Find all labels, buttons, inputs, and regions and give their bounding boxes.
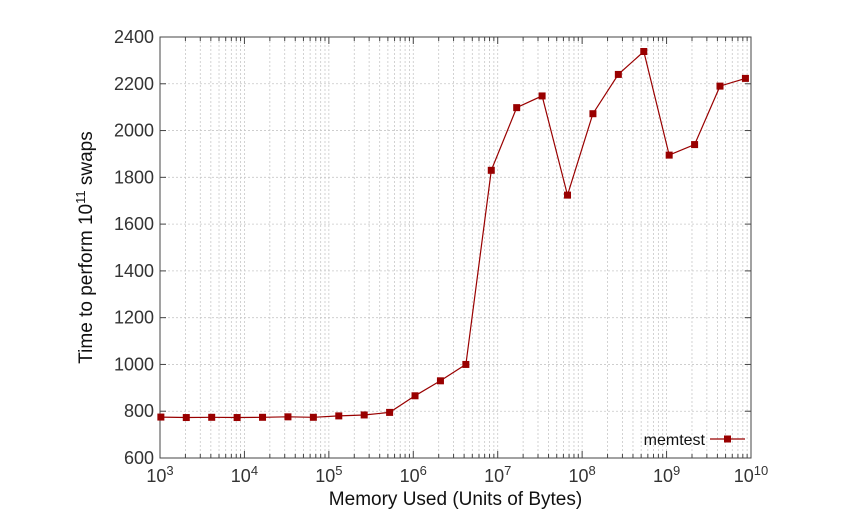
data-point xyxy=(487,166,495,174)
x-tick-label: 1010 xyxy=(734,463,769,487)
data-point xyxy=(182,414,190,422)
x-tick-label: 108 xyxy=(569,463,596,487)
data-point xyxy=(513,104,521,112)
series-memtest xyxy=(157,48,749,422)
series-line-memtest xyxy=(160,50,746,419)
y-axis-title-main: Time to perform 10 xyxy=(76,204,97,364)
data-point xyxy=(436,377,444,385)
data-point xyxy=(284,413,292,421)
plot-frame xyxy=(159,36,752,459)
data-point xyxy=(360,411,368,419)
legend: memtest xyxy=(644,432,745,449)
y-tick-label: 2000 xyxy=(114,121,154,141)
y-tick-label: 800 xyxy=(124,401,154,421)
y-tick-label: 1400 xyxy=(114,261,154,281)
x-tick-label: 105 xyxy=(315,463,342,487)
data-point xyxy=(564,191,572,199)
axis-ticks xyxy=(159,36,752,459)
y-tick-label: 2400 xyxy=(114,27,154,47)
legend-label-memtest: memtest xyxy=(644,432,706,449)
data-point xyxy=(208,413,216,421)
data-point xyxy=(665,151,673,159)
x-axis-tick-labels: 103 104 105 106 107 108 109 1010 xyxy=(146,463,768,487)
y-tick-label: 1800 xyxy=(114,167,154,187)
data-point xyxy=(589,110,597,118)
data-point xyxy=(411,392,419,400)
y-tick-label: 600 xyxy=(124,448,154,468)
data-point xyxy=(716,82,724,90)
y-tick-label: 1600 xyxy=(114,214,154,234)
data-point xyxy=(157,413,165,421)
x-tick-label: 107 xyxy=(484,463,511,487)
data-point xyxy=(741,74,749,82)
y-axis-title-superscript: 11 xyxy=(73,190,88,204)
data-point xyxy=(640,48,648,56)
x-axis-title: Memory Used (Units of Bytes) xyxy=(329,489,582,510)
data-point xyxy=(691,141,699,149)
data-point xyxy=(233,414,241,422)
grid xyxy=(160,37,751,458)
data-point xyxy=(335,412,343,420)
y-axis-title: Time to perform 1011 swaps xyxy=(73,131,98,363)
y-axis-tick-labels: 600 800 1000 1200 1400 1600 1800 2000 2200 2400 xyxy=(114,27,154,468)
y-axis-title-suffix: swaps xyxy=(76,131,97,190)
x-tick-label: 103 xyxy=(146,463,173,487)
legend-marker-memtest xyxy=(724,435,731,443)
y-tick-label: 1000 xyxy=(114,354,154,374)
data-point xyxy=(614,70,622,78)
x-tick-label: 104 xyxy=(231,463,258,487)
x-tick-label: 109 xyxy=(653,463,680,487)
data-point xyxy=(462,360,470,368)
data-point xyxy=(259,413,267,421)
data-point xyxy=(538,92,546,100)
x-tick-label: 106 xyxy=(400,463,427,487)
data-point xyxy=(309,413,317,421)
y-tick-label: 1200 xyxy=(114,308,154,328)
y-tick-label: 2200 xyxy=(114,74,154,94)
data-point xyxy=(386,408,394,416)
